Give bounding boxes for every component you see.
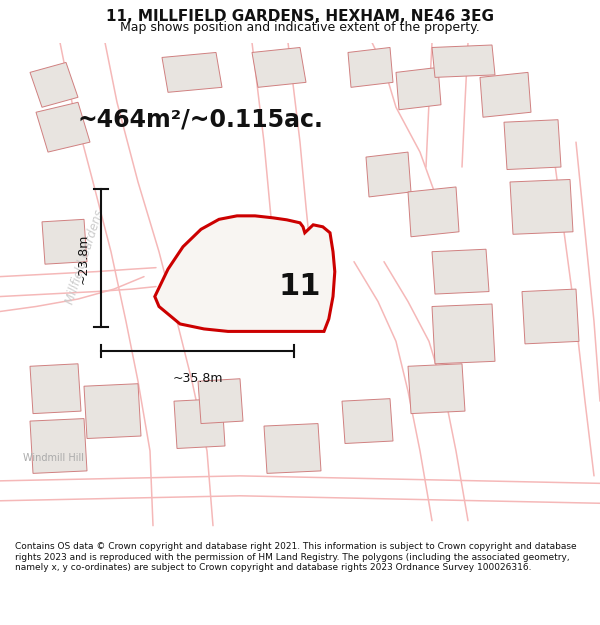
Polygon shape	[396, 68, 441, 110]
Polygon shape	[348, 48, 393, 88]
Text: Map shows position and indicative extent of the property.: Map shows position and indicative extent…	[120, 21, 480, 34]
Polygon shape	[174, 399, 225, 449]
Text: ~23.8m: ~23.8m	[77, 233, 90, 284]
Polygon shape	[30, 364, 81, 414]
Polygon shape	[30, 419, 87, 473]
Polygon shape	[408, 187, 459, 237]
Polygon shape	[432, 45, 495, 78]
Text: ~464m²/~0.115ac.: ~464m²/~0.115ac.	[78, 107, 324, 132]
Polygon shape	[252, 48, 306, 88]
Polygon shape	[480, 72, 531, 118]
Polygon shape	[162, 52, 222, 92]
Text: ~35.8m: ~35.8m	[172, 372, 223, 385]
Text: 11: 11	[279, 272, 321, 301]
Polygon shape	[264, 424, 321, 473]
Polygon shape	[342, 399, 393, 444]
Text: Windmill Hill: Windmill Hill	[23, 453, 84, 463]
Polygon shape	[432, 249, 489, 294]
Text: Contains OS data © Crown copyright and database right 2021. This information is : Contains OS data © Crown copyright and d…	[15, 542, 577, 572]
Polygon shape	[504, 120, 561, 169]
Polygon shape	[42, 219, 87, 264]
Polygon shape	[84, 384, 141, 439]
Polygon shape	[432, 304, 495, 364]
Polygon shape	[30, 62, 78, 107]
Polygon shape	[522, 289, 579, 344]
Polygon shape	[366, 152, 411, 197]
Polygon shape	[510, 179, 573, 234]
Polygon shape	[155, 216, 335, 331]
Text: Millfield Gardens: Millfield Gardens	[63, 208, 106, 306]
Text: 11, MILLFIELD GARDENS, HEXHAM, NE46 3EG: 11, MILLFIELD GARDENS, HEXHAM, NE46 3EG	[106, 9, 494, 24]
Polygon shape	[198, 379, 243, 424]
Polygon shape	[36, 102, 90, 152]
Polygon shape	[408, 364, 465, 414]
